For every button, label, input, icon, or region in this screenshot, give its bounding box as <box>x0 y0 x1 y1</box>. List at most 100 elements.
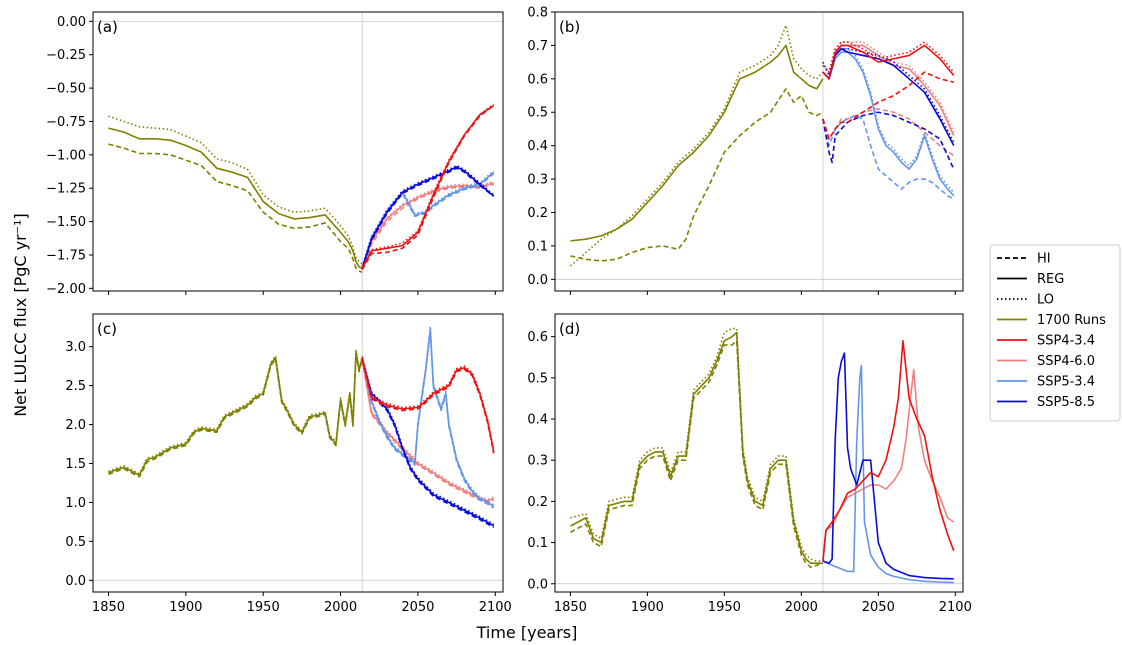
legend-label: SSP4-6.0 <box>1037 354 1095 369</box>
series-group <box>108 103 495 274</box>
series-line-1700-runs-hi <box>570 339 824 569</box>
y-tick-label: 0.1 <box>527 536 548 551</box>
axes-frame <box>554 11 964 292</box>
series-group <box>108 325 495 529</box>
series-line-1700-runs-hi <box>108 352 363 478</box>
y-tick-label: −0.75 <box>46 115 86 130</box>
y-tick-label: −0.50 <box>46 82 86 97</box>
x-tick-label: 1900 <box>631 600 664 615</box>
y-tick-label: −1.00 <box>46 148 86 163</box>
y-tick-label: 0.7 <box>527 39 548 54</box>
series-line-ssp5-8-5-hi <box>361 359 495 529</box>
y-tick-label: 0.5 <box>65 535 86 550</box>
series-line-ssp4-3-4-lo <box>361 356 495 451</box>
series-line-ssp5-3-4-lo <box>822 47 955 193</box>
y-tick-label: −1.75 <box>46 248 86 263</box>
y-tick-label: 0.3 <box>527 173 548 188</box>
x-tick-label: 1900 <box>169 600 202 615</box>
y-tick-label: 0.6 <box>527 330 548 345</box>
y-tick-label: 0.0 <box>527 577 548 592</box>
series-line-ssp4-3-4-reg <box>361 104 495 269</box>
y-tick-label: 3.0 <box>65 340 86 355</box>
y-axis-label: Net LULCC flux [PgC yr⁻¹] <box>11 213 30 417</box>
x-tick-label: 2000 <box>785 600 818 615</box>
y-tick-label: 0.2 <box>527 206 548 221</box>
series-line-ssp4-3-4-hi <box>361 104 495 271</box>
legend-frame <box>989 244 1121 422</box>
legend: HI REG LO 1700 Runs SSP4-3.4 SSP4-6.0 SSP5-3.4… <box>989 244 1121 422</box>
legend-label: 1700 Runs <box>1037 313 1106 328</box>
y-tick-label: −0.25 <box>46 48 86 63</box>
series-line-ssp4-3-4-reg <box>822 339 955 562</box>
panel-d: 1850 1900 1950 2000 2050 2100 0.0 0.1 0.2 0.3 0.4 0… <box>527 313 972 615</box>
panel-label: (b) <box>559 18 580 36</box>
legend-entries: HI REG LO 1700 Runs SSP4-3.4 SSP4-6.0 SSP5-3.4… <box>997 252 1106 410</box>
legend-label: LO <box>1037 293 1054 308</box>
series-line-ssp4-6-0-reg <box>361 182 494 269</box>
legend-label: SSP5-3.4 <box>1037 375 1095 390</box>
series-line-1700-runs-hi <box>108 143 363 274</box>
legend-label: SSP5-8.5 <box>1037 395 1095 410</box>
y-tick-label: 0.3 <box>527 454 548 469</box>
axes-frame <box>92 11 504 292</box>
y-tick-label: 0.2 <box>527 495 548 510</box>
y-tick-label: 0.1 <box>527 239 548 254</box>
series-line-ssp5-8-5-lo <box>361 164 495 268</box>
series-line-ssp5-8-5-reg <box>361 358 495 527</box>
panel-c: 1850 1900 1950 2000 2050 2100 0.0 0.5 1.0 1.5 2.0 2… <box>65 313 512 615</box>
y-tick-label: 2.5 <box>65 379 86 394</box>
y-tick-label: 0.0 <box>65 574 86 589</box>
y-tick-label: 0.5 <box>527 371 548 386</box>
axes-frame <box>92 313 504 593</box>
y-tick-label: −2.00 <box>46 282 86 297</box>
series-line-ssp5-3-4-reg <box>822 364 954 584</box>
x-tick-label: 2050 <box>862 600 895 615</box>
x-axis-label: Time [years] <box>476 623 578 642</box>
series-line-1700-runs-lo <box>570 327 823 562</box>
series-line-ssp5-3-4-hi <box>822 114 955 200</box>
legend-label: SSP4-3.4 <box>1037 334 1095 349</box>
panel-label: (d) <box>559 320 580 338</box>
series-group <box>570 327 955 584</box>
panel-a: 0.00 −0.25 −0.50 −0.75 −1.00 −1.25 −1.50 −1.75 −… <box>46 11 504 297</box>
y-tick-label: 1.5 <box>65 457 86 472</box>
x-tick-label: 1950 <box>247 600 280 615</box>
series-line-ssp4-6-0-lo <box>822 41 955 133</box>
x-tick-label: 2100 <box>479 600 512 615</box>
y-tick-label: 0.5 <box>527 106 548 121</box>
series-line-ssp5-3-4-reg <box>822 51 955 197</box>
y-tick-label: 0.0 <box>527 273 548 288</box>
series-line-ssp5-8-5-reg <box>822 352 954 580</box>
y-tick-label: 0.00 <box>57 15 86 30</box>
series-line-ssp5-8-5-hi <box>361 167 495 270</box>
series-group <box>569 24 955 267</box>
series-line-ssp4-3-4-hi <box>361 359 495 454</box>
y-tick-label: −1.50 <box>46 215 86 230</box>
series-line-ssp5-3-4-reg <box>361 328 495 508</box>
x-tick-label: 1850 <box>554 600 587 615</box>
legend-label: REG <box>1037 272 1064 287</box>
series-line-ssp4-6-0-reg <box>822 368 955 562</box>
x-tick-label: 2050 <box>401 600 434 615</box>
y-tick-label: 0.8 <box>527 6 548 21</box>
x-tick-label: 2100 <box>939 600 972 615</box>
y-tick-label: 0.6 <box>527 72 548 87</box>
panel-b: 0.0 0.1 0.2 0.3 0.4 0.5 0.6 0.7 0.8 (b) <box>527 6 964 295</box>
y-tick-label: 1.0 <box>65 496 86 511</box>
series-line-1700-runs-lo <box>108 349 363 475</box>
series-line-ssp4-3-4-hi <box>822 71 954 140</box>
y-tick-label: 0.4 <box>527 139 548 154</box>
series-line-ssp5-8-5-hi <box>822 111 955 170</box>
series-line-ssp4-3-4-reg <box>822 44 955 80</box>
y-tick-label: 2.0 <box>65 418 86 433</box>
series-line-ssp4-6-0-hi <box>361 183 494 270</box>
series-line-1700-runs-reg <box>108 127 363 270</box>
x-tick-label: 1950 <box>708 600 741 615</box>
series-line-1700-runs-reg <box>108 351 363 476</box>
x-tick-label: 2000 <box>324 600 357 615</box>
series-line-1700-runs-lo <box>108 115 363 265</box>
series-line-ssp4-6-0-hi <box>822 108 955 157</box>
series-line-1700-runs-reg <box>570 331 823 564</box>
series-line-ssp5-8-5-lo <box>361 356 495 525</box>
